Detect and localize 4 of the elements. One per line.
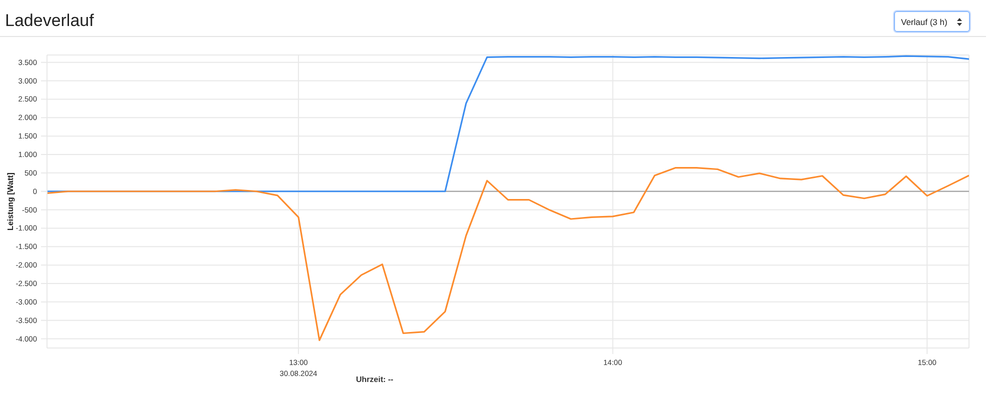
x-axis-title: Uhrzeit: -- bbox=[356, 375, 394, 384]
chart-title: Ladeverlauf bbox=[5, 11, 94, 30]
dropdown: Verlauf (3 h) bbox=[894, 11, 970, 32]
y-axis-title: Leistung [Watt] bbox=[6, 172, 15, 230]
